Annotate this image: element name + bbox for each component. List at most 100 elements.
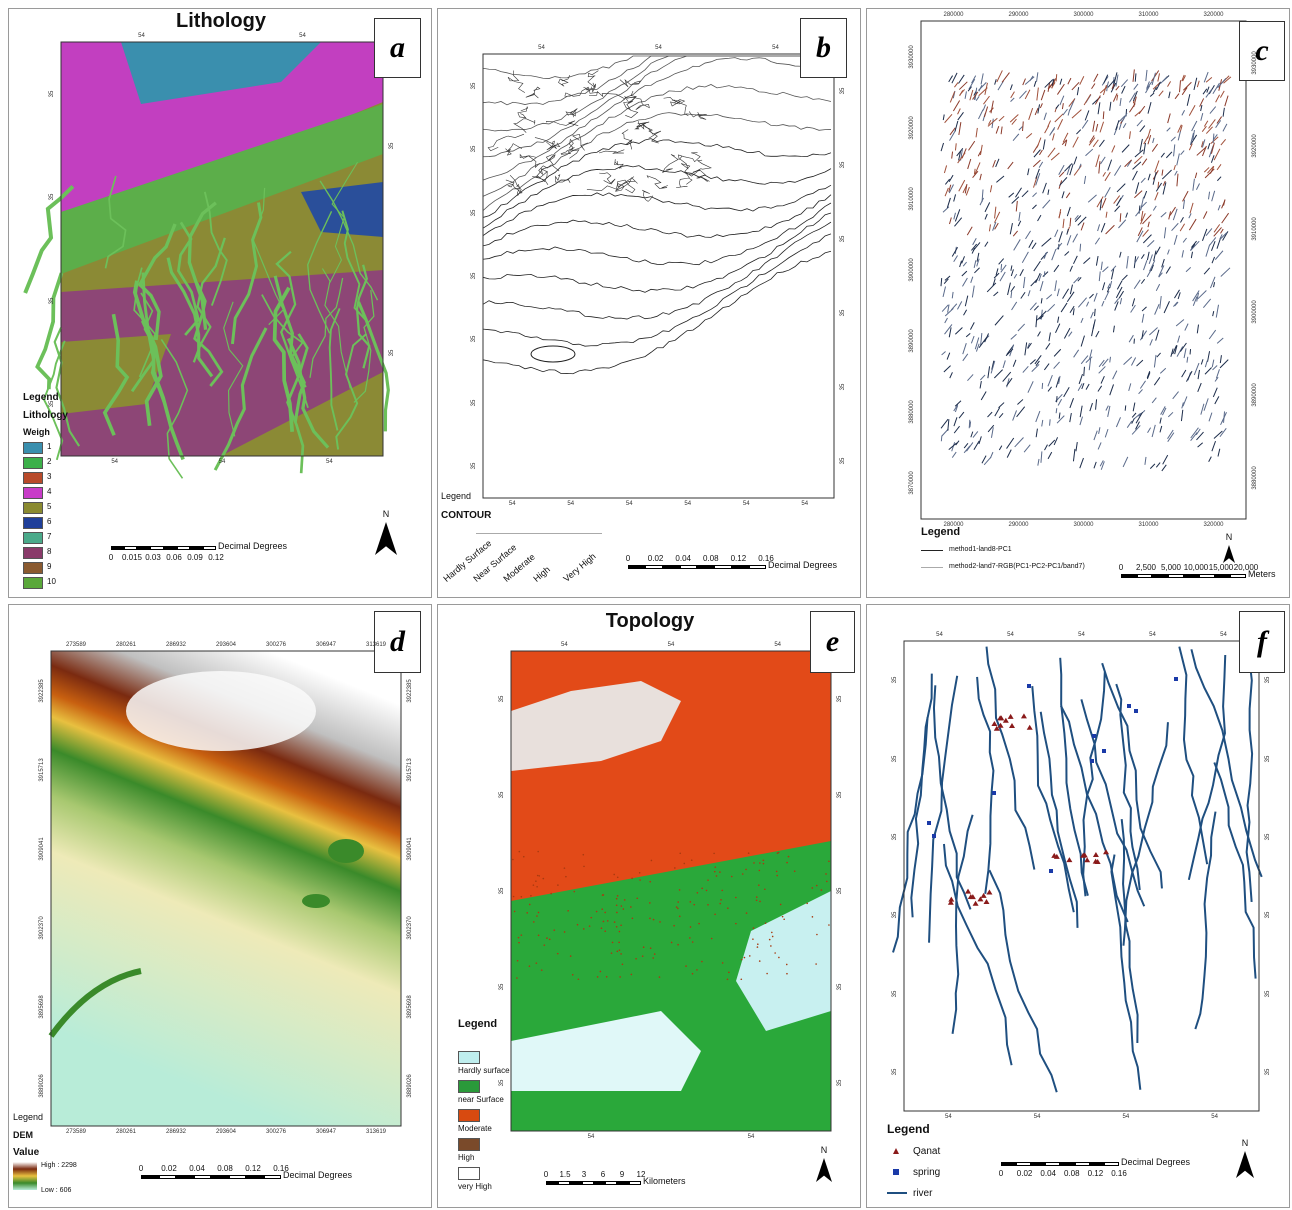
lineament xyxy=(1099,140,1104,147)
lineament xyxy=(1018,221,1021,226)
tick-label: 3920000 xyxy=(909,116,915,139)
lineament xyxy=(1102,359,1108,366)
speckle xyxy=(828,924,830,926)
lineament xyxy=(1054,437,1057,445)
lineament xyxy=(1011,98,1015,102)
lineament xyxy=(962,278,967,286)
speckle xyxy=(693,904,695,906)
scale-label: 10,000 xyxy=(1184,564,1208,572)
speckle xyxy=(606,976,608,978)
scale-bar-segment xyxy=(1152,574,1168,578)
speckle xyxy=(759,870,761,872)
lineament xyxy=(1052,249,1056,260)
legend-heading: Legend xyxy=(23,393,59,403)
lineament xyxy=(1220,360,1228,368)
lineament xyxy=(1092,83,1095,88)
speckle xyxy=(741,959,743,961)
lineament xyxy=(1002,73,1009,83)
speckle xyxy=(811,887,813,889)
legend-label: near Surface xyxy=(458,1096,504,1104)
lineament xyxy=(955,328,962,335)
lineament xyxy=(1074,350,1079,358)
lineament xyxy=(1125,405,1126,410)
lineament xyxy=(982,456,986,464)
lineament xyxy=(1094,462,1096,468)
speckle xyxy=(573,891,575,893)
tick-label: 54 xyxy=(111,459,118,465)
lineament xyxy=(1106,406,1109,411)
speckle xyxy=(707,904,709,906)
lineament xyxy=(1001,127,1002,135)
spring xyxy=(1049,869,1053,873)
tick-label: 3870000 xyxy=(909,472,915,495)
speckle xyxy=(691,859,693,861)
lineament xyxy=(945,179,949,184)
legend-symbol xyxy=(887,1166,907,1178)
speckle xyxy=(521,934,523,936)
speckle xyxy=(567,910,569,912)
lineament xyxy=(1063,109,1068,115)
tick-label: 280261 xyxy=(116,642,136,648)
lineament xyxy=(1212,360,1214,368)
scale-label: 5,000 xyxy=(1161,564,1181,572)
lineament xyxy=(1209,192,1210,200)
lineament xyxy=(1077,87,1078,95)
tick-label: 35 xyxy=(840,162,846,169)
dem-peak xyxy=(126,671,316,751)
lineament xyxy=(1110,102,1111,111)
lineament xyxy=(991,101,993,114)
contour xyxy=(573,134,588,150)
lineament xyxy=(1079,374,1082,384)
scale-label: 0 xyxy=(1119,564,1123,572)
map-graphics xyxy=(867,9,1289,597)
lineament xyxy=(973,431,978,437)
lineament xyxy=(943,115,944,121)
lineament xyxy=(1142,314,1144,323)
lineament xyxy=(1113,371,1117,380)
lineament xyxy=(1078,298,1086,308)
spring xyxy=(932,834,936,838)
lineament xyxy=(1182,110,1185,115)
scale-unit: Kilometers xyxy=(643,1177,686,1186)
lineament xyxy=(1007,450,1011,458)
lineament xyxy=(1088,195,1096,202)
lineament xyxy=(1122,275,1127,280)
lineament xyxy=(1134,191,1142,198)
lineament xyxy=(1001,264,1002,270)
lineament xyxy=(980,375,985,380)
speckle xyxy=(603,894,605,896)
scale-unit: Decimal Degrees xyxy=(218,542,287,551)
speckle xyxy=(631,878,633,880)
lineament xyxy=(1220,229,1223,233)
scale-bar-segment xyxy=(1016,1162,1031,1166)
map-title: Topology xyxy=(606,611,695,631)
speckle xyxy=(583,866,585,868)
speckle xyxy=(635,958,637,960)
lineament xyxy=(985,202,990,211)
legend-ramp xyxy=(13,1162,37,1190)
lineament xyxy=(1048,148,1055,157)
legend-label: 7 xyxy=(47,533,51,541)
map-panel: d273589280261286932293604300276306947313… xyxy=(8,604,432,1208)
lineament xyxy=(1205,361,1207,367)
speckle xyxy=(530,895,532,897)
map-panel: aLithology5454545454353535353535LegendLi… xyxy=(8,8,432,598)
speckle xyxy=(521,896,523,898)
speckle xyxy=(617,951,619,953)
lineament xyxy=(1204,121,1207,127)
lineament xyxy=(989,224,990,231)
speckle xyxy=(815,963,817,965)
lineament xyxy=(993,160,996,167)
panel-letter: e xyxy=(810,611,855,673)
speckle xyxy=(744,957,746,959)
lineament xyxy=(1046,295,1051,300)
lineament xyxy=(959,82,967,90)
river xyxy=(934,685,971,909)
lineament xyxy=(975,162,980,174)
north-arrow-shape xyxy=(1236,1151,1254,1178)
lineament xyxy=(958,75,964,84)
lineament xyxy=(1148,428,1151,433)
lineament xyxy=(1082,120,1088,128)
lineament xyxy=(1047,304,1054,311)
scale-bar-segment xyxy=(1045,1162,1060,1166)
